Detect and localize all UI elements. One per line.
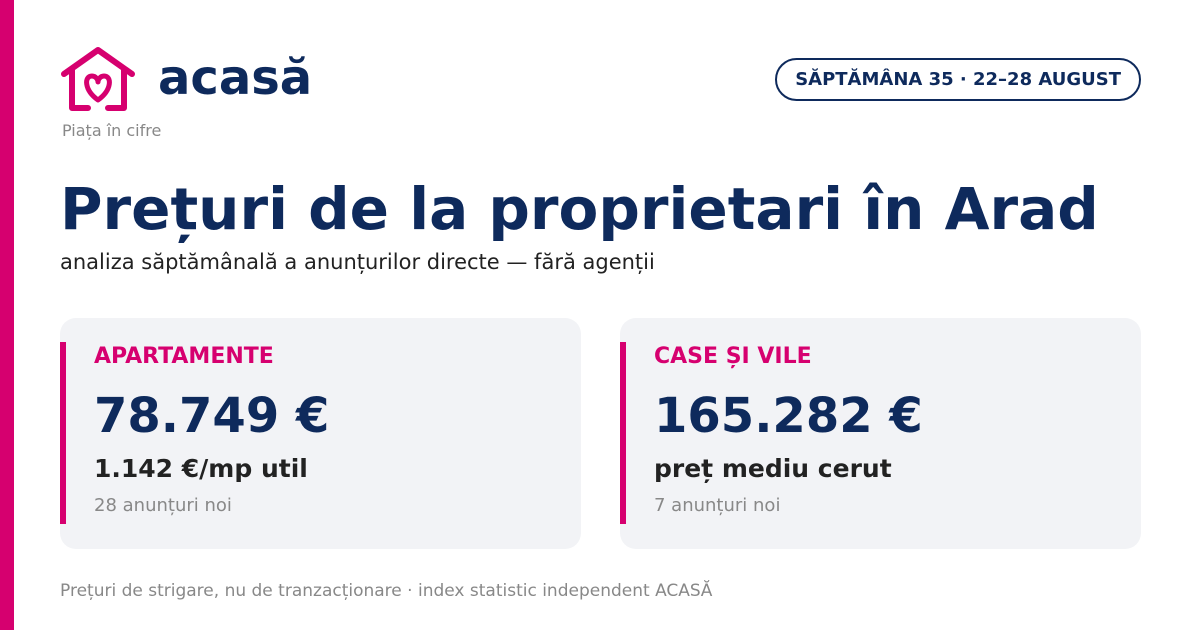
tagline: Piața în cifre (62, 121, 162, 140)
card-count: 28 anunțuri noi (94, 495, 232, 516)
title: Prețuri de la proprietari în Arad (60, 175, 1099, 243)
card-price: 165.282 € (654, 388, 923, 444)
card-detail: 1.142 €/mp util (94, 454, 308, 483)
card-accent (620, 342, 626, 524)
card-detail: preț mediu cerut (654, 454, 892, 483)
card: APARTAMENTE 78.749 € 1.142 €/mp util 28 … (60, 318, 581, 549)
card-accent (60, 342, 66, 524)
card-price: 78.749 € (94, 388, 330, 444)
card-label: CASE ȘI VILE (654, 344, 812, 369)
logo-icon (61, 47, 135, 111)
card-count: 7 anunțuri noi (654, 495, 781, 516)
footer-note: Prețuri de strigare, nu de tranzacționar… (60, 581, 713, 601)
side-bar (0, 0, 14, 630)
card: CASE ȘI VILE 165.282 € preț mediu cerut … (620, 318, 1141, 549)
subtitle: analiza săptămânală a anunțurilor direct… (60, 250, 655, 274)
brand-name: acasă (158, 50, 313, 106)
week-badge: SĂPTĂMÂNA 35 · 22–28 AUGUST (775, 58, 1141, 101)
card-label: APARTAMENTE (94, 344, 274, 369)
